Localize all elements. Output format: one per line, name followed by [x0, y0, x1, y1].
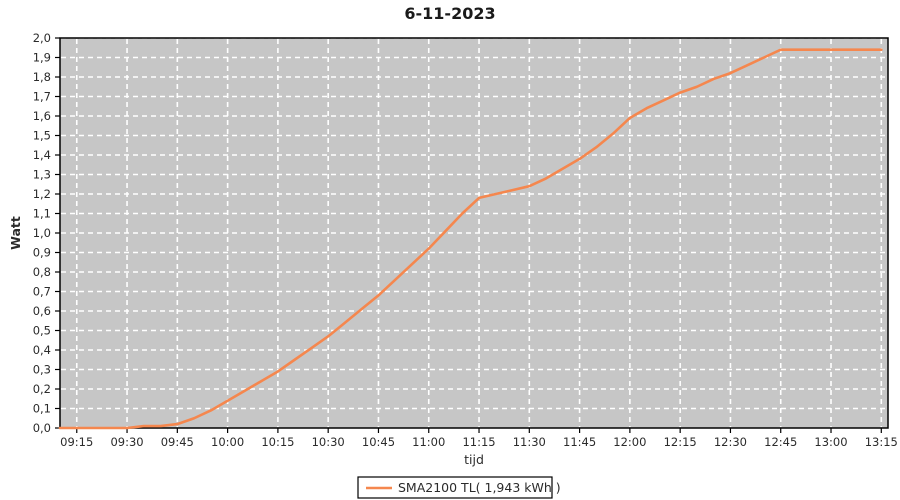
x-tick-label: 10:15	[261, 435, 294, 449]
x-axis-title: tijd	[464, 452, 484, 467]
x-tick-label: 11:00	[412, 435, 445, 449]
y-tick-label: 0,4	[33, 343, 51, 357]
x-axis-ticks	[76, 428, 882, 433]
y-tick-label: 0,6	[33, 304, 51, 318]
y-tick-label: 0,8	[33, 265, 51, 279]
y-tick-label: 1,6	[33, 109, 51, 123]
x-tick-label: 12:15	[664, 435, 697, 449]
legend-label: SMA2100 TL( 1,943 kWh )	[398, 480, 561, 495]
chart-legend[interactable]: SMA2100 TL( 1,943 kWh )	[357, 476, 561, 499]
y-tick-label: 1,5	[33, 129, 51, 143]
y-tick-label: 1,3	[33, 168, 51, 182]
x-tick-label: 12:00	[613, 435, 646, 449]
y-tick-label: 0,2	[33, 382, 51, 396]
x-tick-label: 12:30	[714, 435, 747, 449]
y-tick-label: 0,5	[33, 324, 51, 338]
series-line[interactable]	[58, 48, 883, 430]
y-axis-tick-labels: 0,0 0,1 0,2 0,3 0,4 0,5 0,6 0,7 0,8 0,9 1,0 1,1 1,2 1…	[33, 31, 51, 435]
x-tick-label: 11:30	[513, 435, 546, 449]
x-tick-label: 10:30	[312, 435, 345, 449]
y-tick-label: 0,3	[33, 363, 51, 377]
y-tick-label: 1,1	[33, 207, 51, 221]
x-tick-label: 13:15	[865, 435, 898, 449]
x-tick-label: 10:45	[362, 435, 395, 449]
x-gridlines	[75, 39, 883, 427]
x-tick-label: 09:15	[60, 435, 93, 449]
x-tick-label: 12:45	[764, 435, 797, 449]
y-tick-label: 0,7	[33, 285, 51, 299]
x-axis-tick-labels: 09:15 09:30 09:45 10:00 10:15 10:30 10:45 11:00…	[60, 435, 898, 449]
y-tick-label: 0,1	[33, 402, 51, 416]
y-tick-label: 1,0	[33, 226, 51, 240]
y-tick-label: 1,9	[33, 51, 51, 65]
y-axis-ticks	[55, 37, 60, 429]
x-tick-label: 11:15	[462, 435, 495, 449]
y-tick-label: 1,8	[33, 70, 51, 84]
y-tick-label: 2,0	[33, 31, 51, 45]
x-tick-label: 11:45	[563, 435, 596, 449]
chart-title: 6-11-2023	[404, 4, 496, 23]
x-tick-label: 09:30	[110, 435, 143, 449]
y-tick-label: 1,4	[33, 148, 51, 162]
y-tick-label: 0,9	[33, 246, 51, 260]
y-tick-label: 1,2	[33, 187, 51, 201]
x-tick-label: 10:00	[211, 435, 244, 449]
y-axis-title: Watt	[8, 216, 23, 250]
data-series-layer[interactable]	[58, 48, 883, 430]
x-tick-label: 13:00	[814, 435, 847, 449]
y-tick-label: 1,7	[33, 90, 51, 104]
y-tick-label: 0,0	[33, 421, 51, 435]
x-tick-label: 09:45	[161, 435, 194, 449]
legend-box	[357, 476, 553, 499]
